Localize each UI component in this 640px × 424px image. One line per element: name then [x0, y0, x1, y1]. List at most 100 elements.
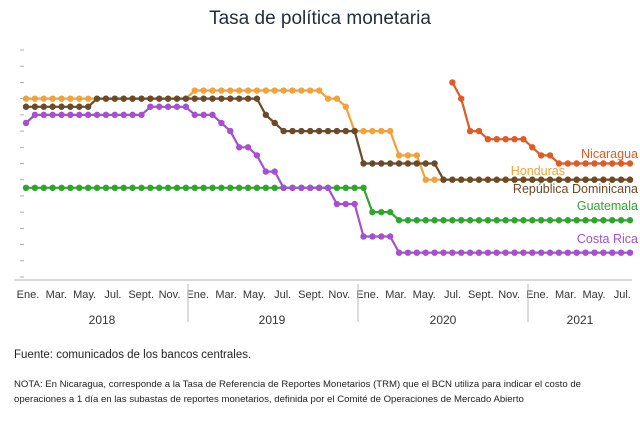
data-point [129, 111, 136, 119]
x-tick-label: Jul. [614, 289, 631, 301]
data-point [386, 208, 394, 216]
data-point [360, 127, 367, 135]
data-point [22, 119, 30, 127]
data-point [458, 217, 465, 224]
data-point [360, 184, 367, 192]
data-point [76, 103, 83, 110]
data-point [546, 249, 554, 256]
data-point [484, 135, 492, 143]
data-point [333, 127, 341, 135]
data-point [582, 176, 589, 183]
x-tick-label: Jul. [274, 289, 291, 301]
data-point [307, 127, 314, 135]
data-point [40, 95, 47, 102]
data-point [555, 217, 563, 224]
data-point [58, 184, 65, 192]
data-point [289, 184, 296, 192]
data-point [182, 103, 190, 110]
data-point [617, 249, 625, 256]
data-point [209, 95, 216, 102]
data-point [315, 87, 323, 94]
data-point [307, 87, 314, 94]
data-point [449, 249, 456, 256]
data-point [431, 217, 438, 224]
data-point [58, 95, 65, 102]
data-point [431, 176, 438, 183]
data-point [573, 249, 580, 256]
data-point [271, 184, 278, 192]
data-point [617, 160, 625, 167]
data-point [22, 103, 30, 110]
data-point [333, 200, 341, 208]
data-point [573, 160, 580, 167]
data-point [76, 184, 83, 192]
data-point [200, 184, 207, 192]
data-point [466, 217, 474, 224]
data-point [591, 176, 598, 183]
data-point [502, 217, 509, 224]
chart-axes: Ene. Mar. May. Jul. Sept. Nov. Ene. Mar. May. Jul… [14, 49, 632, 327]
data-point [164, 95, 172, 102]
data-point [466, 176, 474, 183]
data-point [422, 160, 429, 167]
series-label: República Dominicana [513, 182, 638, 196]
data-point [493, 217, 500, 224]
data-point [537, 249, 545, 256]
data-point [129, 184, 136, 192]
data-point [40, 184, 47, 192]
series-label: Guatemala [577, 199, 638, 213]
data-point [342, 184, 349, 192]
data-point [404, 160, 412, 167]
data-point [138, 184, 145, 192]
data-point [440, 217, 447, 224]
data-point [431, 249, 438, 256]
series-label: Nicaragua [581, 147, 638, 161]
data-point [218, 87, 225, 94]
data-point [147, 184, 154, 192]
data-point [449, 176, 456, 183]
x-tick-label: Jul. [444, 289, 461, 301]
data-point [156, 95, 163, 102]
data-point [244, 184, 252, 192]
data-point [200, 87, 207, 94]
data-point [537, 176, 545, 183]
data-point [475, 176, 483, 183]
data-point [227, 127, 234, 135]
data-point [262, 87, 270, 94]
data-point [529, 249, 536, 256]
data-point [609, 217, 616, 224]
data-point [218, 119, 225, 127]
data-point [609, 249, 616, 256]
data-point [262, 168, 270, 175]
data-point [422, 217, 429, 224]
data-point [173, 103, 181, 110]
data-point [413, 160, 421, 167]
data-point [120, 184, 127, 192]
data-point [93, 111, 101, 119]
data-point [280, 87, 287, 94]
data-point [235, 87, 243, 94]
data-point [111, 184, 119, 192]
data-point [49, 184, 56, 192]
data-point [529, 217, 536, 224]
data-point [520, 217, 527, 224]
x-tick-label: Sept. [128, 289, 154, 301]
data-point [147, 103, 154, 110]
data-point [537, 152, 545, 159]
data-point [298, 127, 305, 135]
data-point [49, 103, 56, 110]
data-point [342, 200, 349, 208]
series-label: Costa Rica [577, 232, 638, 246]
data-point [31, 95, 39, 102]
data-point [617, 217, 625, 224]
data-point [369, 233, 376, 240]
data-point [280, 184, 287, 192]
data-point [298, 184, 305, 192]
data-point [191, 95, 198, 102]
x-tick-label: May. [243, 289, 266, 301]
data-point [378, 233, 385, 240]
x-tick-label: Nov. [328, 289, 350, 301]
data-point [235, 184, 243, 192]
data-point [564, 176, 572, 183]
data-point [93, 95, 101, 102]
